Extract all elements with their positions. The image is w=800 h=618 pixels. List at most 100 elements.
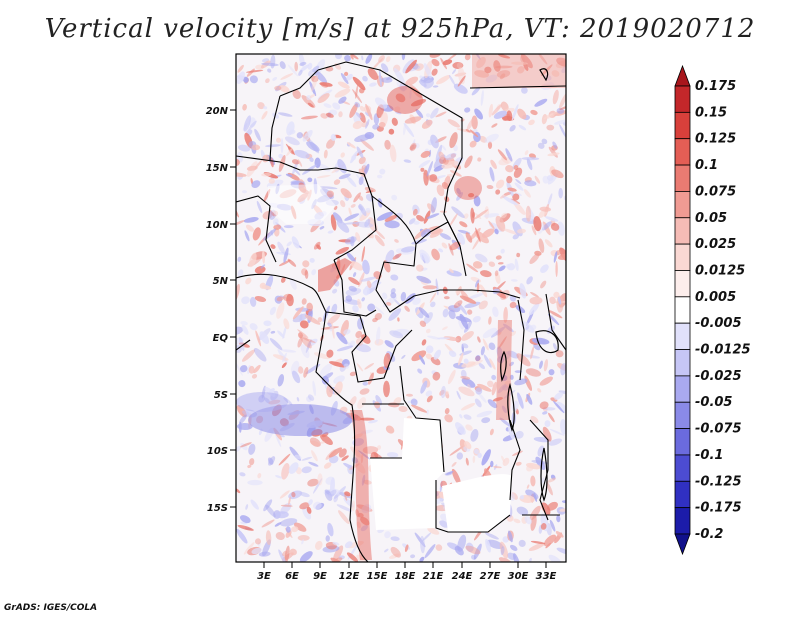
field-speckle <box>488 220 495 230</box>
field-speckle <box>556 57 566 67</box>
field-speckle <box>356 338 364 346</box>
field-speckle <box>287 64 299 77</box>
field-speckle <box>335 246 350 255</box>
field-speckle <box>530 475 536 487</box>
field-speckle <box>307 394 315 401</box>
field-speckle <box>559 124 566 138</box>
field-speckle <box>528 302 540 316</box>
field-speckle <box>248 443 256 455</box>
field-speckle <box>495 179 505 189</box>
field-speckle <box>508 424 514 440</box>
field-speckle <box>474 209 489 220</box>
field-speckle <box>477 452 482 458</box>
field-speckle <box>276 296 284 302</box>
field-speckle <box>317 317 323 323</box>
colorbar-label: 0.125 <box>695 132 736 147</box>
field-speckle <box>548 412 555 423</box>
field-speckle <box>405 76 419 86</box>
colorbar-label: -0.075 <box>695 422 742 437</box>
field-speckle <box>535 456 546 470</box>
field-speckle <box>247 464 252 468</box>
field-speckle <box>352 89 363 104</box>
lon-label: 15E <box>367 571 388 582</box>
field-speckle <box>327 313 341 325</box>
field-speckle <box>440 385 446 399</box>
colorbar-swatch <box>674 217 691 245</box>
field-speckle <box>469 140 477 148</box>
field-speckle <box>302 260 310 268</box>
colorbar-label: -0.025 <box>695 369 742 384</box>
field-speckle <box>301 456 313 461</box>
field-speckle <box>296 132 303 139</box>
field-speckle <box>307 68 319 77</box>
field-speckle <box>409 142 417 152</box>
field-speckle <box>272 218 279 226</box>
field-speckle <box>517 228 526 234</box>
field-speckle <box>384 214 398 222</box>
field-speckle <box>435 278 439 296</box>
field-speckle <box>286 294 294 307</box>
field-speckle <box>448 309 456 320</box>
field-speckle <box>265 78 270 84</box>
lon-label: 12E <box>339 571 360 582</box>
field-speckle <box>344 213 360 221</box>
field-speckle <box>436 75 451 85</box>
field-speckle <box>280 277 286 283</box>
field-speckle <box>498 54 511 59</box>
field-speckle <box>331 321 335 339</box>
field-speckle <box>299 551 313 562</box>
field-speckle <box>272 76 278 81</box>
colorbar-arrow-bottom <box>674 533 691 556</box>
field-speckle <box>294 149 310 159</box>
field-speckle <box>263 499 273 512</box>
field-speckle <box>390 292 397 299</box>
field-speckle <box>553 251 558 263</box>
field-speckle <box>236 172 247 177</box>
field-speckle <box>352 272 357 277</box>
field-speckle <box>286 148 293 157</box>
field-speckle <box>348 207 352 216</box>
field-speckle <box>531 460 549 465</box>
field-speckle <box>384 531 391 539</box>
field-speckle <box>360 139 374 151</box>
field-speckle <box>512 193 520 201</box>
field-speckle <box>393 67 405 84</box>
field-speckle <box>458 352 464 366</box>
field-speckle <box>478 392 487 403</box>
field-speckle <box>251 144 261 151</box>
field-speckle <box>453 83 468 94</box>
field-speckle <box>539 360 543 369</box>
field-speckle <box>369 82 377 87</box>
field-speckle <box>388 308 402 321</box>
field-speckle <box>469 129 479 138</box>
field-speckle <box>291 159 300 165</box>
field-speckle <box>546 481 553 496</box>
lon-label: 33E <box>536 571 557 582</box>
field-speckle <box>357 317 364 330</box>
field-speckle <box>302 337 316 343</box>
field-speckle <box>361 474 366 486</box>
colorbar-swatch <box>674 322 691 350</box>
field-speckle <box>362 259 370 275</box>
field-speckle <box>254 159 263 170</box>
field-speckle <box>307 62 313 70</box>
field-speckle <box>288 496 291 506</box>
field-speckle <box>534 175 541 184</box>
field-speckle <box>364 132 375 139</box>
field-speckle <box>352 76 366 91</box>
field-speckle <box>372 124 380 130</box>
field-speckle <box>430 107 439 119</box>
field-speckle <box>461 361 476 368</box>
field-speckle <box>254 128 261 142</box>
field-speckle <box>389 144 397 163</box>
field-speckle <box>239 365 248 373</box>
field-speckle <box>531 225 537 236</box>
field-speckle <box>320 186 338 190</box>
field-speckle <box>394 239 399 243</box>
field-speckle <box>552 89 559 105</box>
colorbar-label: 0.15 <box>695 105 727 120</box>
field-speckle <box>359 417 375 421</box>
field-speckle <box>372 317 378 323</box>
field-speckle <box>493 60 501 72</box>
colorbar-label: 0.025 <box>695 237 736 252</box>
